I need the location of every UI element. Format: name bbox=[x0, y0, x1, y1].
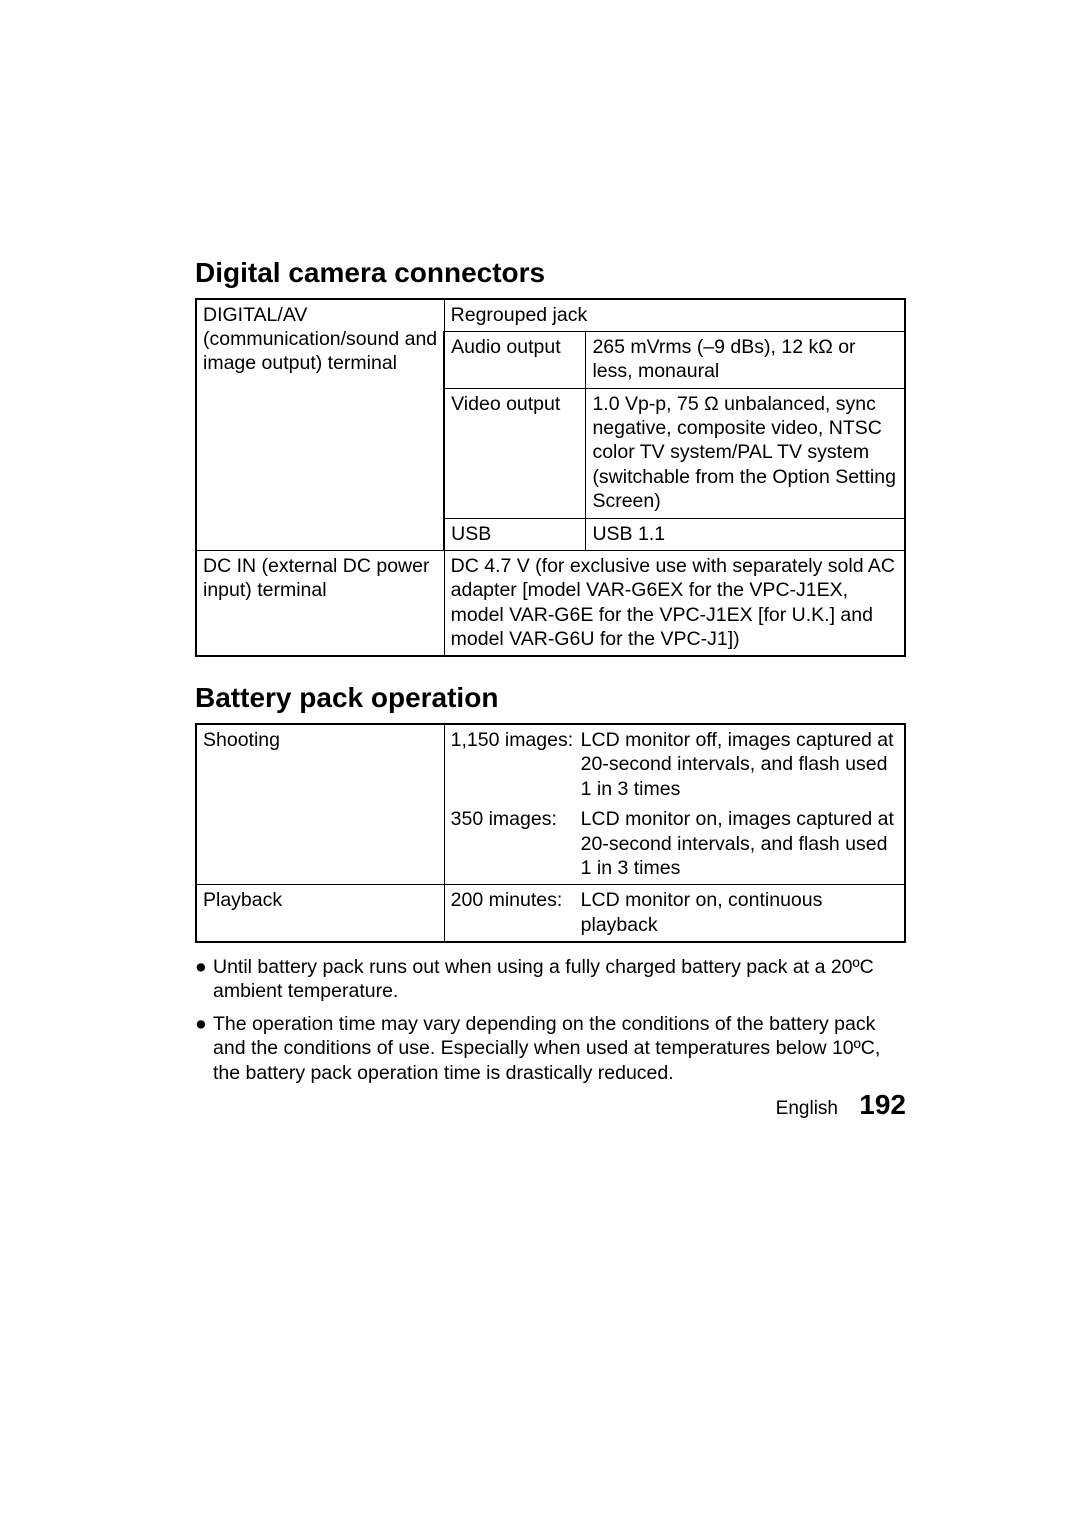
table-row: Shooting 1,150 images: LCD monitor off, … bbox=[196, 724, 905, 885]
cell-usb-label: USB bbox=[444, 518, 586, 550]
table-row: Playback 200 minutes: LCD monitor on, co… bbox=[196, 885, 905, 942]
cell-shooting-values: 1,150 images: LCD monitor off, images ca… bbox=[444, 724, 905, 885]
cell-video-output-value: 1.0 Vp-p, 75 Ω unbalanced, sync negative… bbox=[586, 388, 905, 518]
note-text: The operation time may vary depending on… bbox=[213, 1012, 906, 1085]
page: Digital camera connectors DIGITAL/AV (co… bbox=[0, 0, 1080, 1529]
connectors-heading: Digital camera connectors bbox=[195, 256, 906, 290]
cell-audio-output-label: Audio output bbox=[444, 331, 586, 388]
shooting-desc-1: LCD monitor off, images captured at 20-s… bbox=[581, 728, 898, 801]
bullet-icon: ● bbox=[195, 1012, 213, 1085]
table-row: DIGITAL/AV (communication/sound and imag… bbox=[196, 299, 905, 332]
footer-language: English bbox=[776, 1098, 838, 1119]
connectors-table: DIGITAL/AV (communication/sound and imag… bbox=[195, 298, 906, 658]
cell-shooting-label: Shooting bbox=[196, 724, 444, 885]
cell-playback-values: 200 minutes: LCD monitor on, continuous … bbox=[444, 885, 905, 942]
cell-digital-av: DIGITAL/AV (communication/sound and imag… bbox=[196, 299, 444, 551]
note-item: ● The operation time may vary depending … bbox=[195, 1012, 906, 1085]
battery-table: Shooting 1,150 images: LCD monitor off, … bbox=[195, 723, 906, 943]
shooting-count-2: 350 images: bbox=[451, 807, 581, 880]
cell-video-output-label: Video output bbox=[444, 388, 586, 518]
playback-desc: LCD monitor on, continuous playback bbox=[581, 888, 898, 937]
cell-usb-value: USB 1.1 bbox=[586, 518, 905, 550]
note-item: ● Until battery pack runs out when using… bbox=[195, 955, 906, 1004]
shooting-count-1: 1,150 images: bbox=[451, 728, 581, 801]
cell-playback-label: Playback bbox=[196, 885, 444, 942]
cell-dc-in-label: DC IN (external DC power input) terminal bbox=[196, 550, 444, 656]
note-text: Until battery pack runs out when using a… bbox=[213, 955, 906, 1004]
table-row: DC IN (external DC power input) terminal… bbox=[196, 550, 905, 656]
bullet-icon: ● bbox=[195, 955, 213, 1004]
page-number: 192 bbox=[859, 1089, 906, 1120]
shooting-desc-2: LCD monitor on, images captured at 20-se… bbox=[581, 807, 898, 880]
playback-count: 200 minutes: bbox=[451, 888, 581, 937]
page-footer: English 192 bbox=[0, 1089, 1080, 1121]
cell-regrouped-jack: Regrouped jack bbox=[444, 299, 905, 332]
notes: ● Until battery pack runs out when using… bbox=[195, 955, 906, 1085]
cell-audio-output-value: 265 mVrms (–9 dBs), 12 kΩ or less, monau… bbox=[586, 331, 905, 388]
battery-heading: Battery pack operation bbox=[195, 681, 906, 715]
cell-dc-in-value: DC 4.7 V (for exclusive use with separat… bbox=[444, 550, 905, 656]
